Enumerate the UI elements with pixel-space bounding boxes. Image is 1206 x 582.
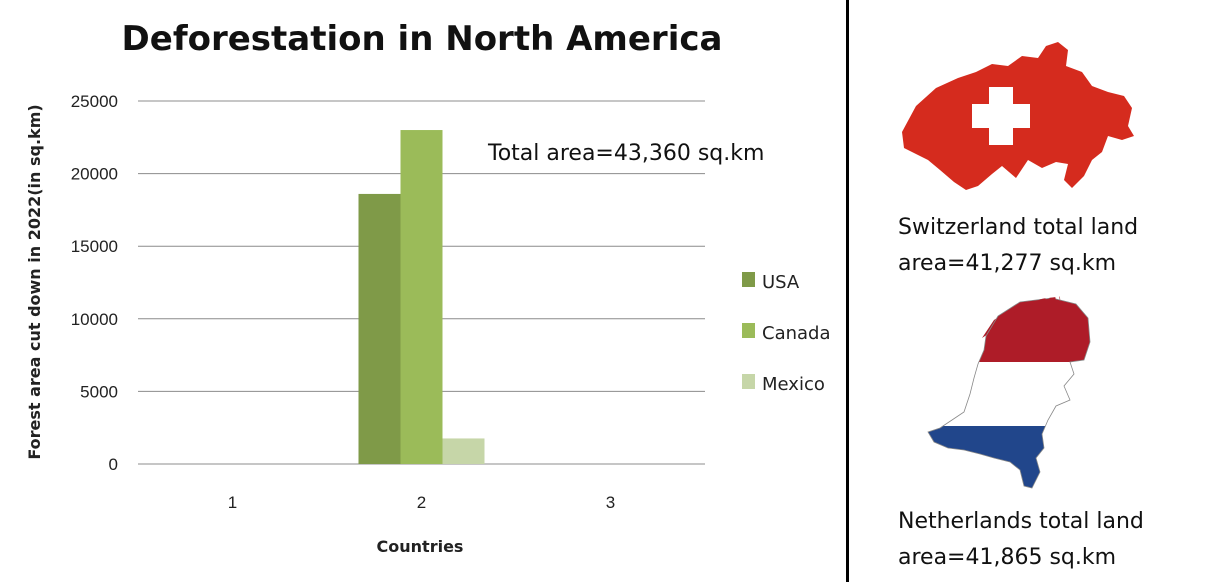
switzerland-flag-map-icon: [902, 42, 1134, 190]
legend-swatch-usa: [742, 272, 755, 287]
switzerland-caption: Switzerland total land area=41,277 sq.km: [898, 210, 1138, 282]
y-tick-label: 5000: [80, 382, 118, 401]
bar-mexico: [442, 438, 485, 464]
legend-swatch-canada: [742, 323, 755, 338]
y-tick-labels: 0 5000 10000 15000 20000 25000: [71, 92, 118, 474]
netherlands-flag-map-icon: [927, 296, 1091, 489]
x-tick-labels: 1 2 3: [228, 493, 615, 512]
bar-usa: [358, 193, 401, 465]
y-axis-label: Forest area cut down in 2022(in sq.km): [25, 104, 44, 459]
bar-canada: [400, 130, 443, 465]
panel-divider: [846, 0, 849, 582]
bar-chart: Deforestation in North America 0 5000 1000…: [25, 19, 831, 556]
y-tick-label: 0: [109, 455, 118, 474]
y-tick-label: 20000: [71, 165, 118, 184]
switzerland-caption-line1: Switzerland total land: [898, 215, 1139, 240]
total-area-annotation: Total area=43,360 sq.km: [487, 141, 764, 166]
y-tick-label: 25000: [71, 92, 118, 111]
netherlands-caption: Netherlands total land area=41,865 sq.km: [898, 504, 1144, 576]
legend-label-usa: USA: [762, 272, 800, 293]
legend-swatch-mexico: [742, 374, 755, 389]
netherlands-caption-line2: area=41,865 sq.km: [898, 545, 1117, 570]
legend-label-mexico: Mexico: [762, 374, 825, 395]
x-tick-label: 1: [228, 493, 237, 512]
x-tick-label: 3: [606, 493, 615, 512]
switzerland-caption-line2: area=41,277 sq.km: [898, 251, 1117, 276]
bars: [358, 130, 485, 465]
legend: USA Canada Mexico: [742, 272, 831, 395]
legend-label-canada: Canada: [762, 323, 831, 344]
y-tick-label: 10000: [71, 310, 118, 329]
x-axis-label: Countries: [377, 537, 464, 556]
netherlands-caption-line1: Netherlands total land: [898, 509, 1144, 534]
chart-title: Deforestation in North America: [122, 19, 723, 59]
y-tick-label: 15000: [71, 237, 118, 256]
x-tick-label: 2: [417, 493, 426, 512]
